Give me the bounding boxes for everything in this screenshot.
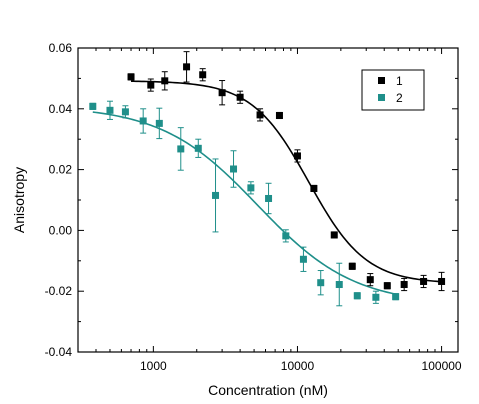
legend-label-1: 1 (396, 74, 403, 88)
fit-curve-series-1 (131, 80, 442, 283)
data-point-series-2 (282, 232, 290, 240)
data-point-series-2 (212, 191, 220, 199)
legend-box (361, 69, 425, 111)
data-point-series-2 (89, 102, 97, 110)
data-point-series-2 (335, 281, 343, 289)
data-point-series-1 (147, 81, 155, 89)
data-point-series-2 (317, 279, 325, 287)
y-tick-label: 0.00 (49, 223, 73, 237)
y-axis-label: Anisotropy (11, 167, 27, 233)
data-point-series-1 (366, 276, 374, 284)
y-tick-label: 0.06 (49, 41, 73, 55)
data-point-series-2 (155, 119, 163, 127)
x-tick-label: 10000 (281, 359, 315, 373)
y-tick-label: -0.02 (45, 284, 73, 298)
data-point-series-1 (199, 71, 207, 79)
data-point-series-2 (194, 144, 202, 152)
data-point-series-1 (293, 152, 301, 160)
legend-marker-2 (378, 94, 385, 101)
x-tick-label: 100000 (422, 359, 462, 373)
x-tick-label: 1000 (140, 359, 167, 373)
data-point-series-1 (127, 73, 135, 81)
fit-curves (92, 80, 442, 295)
data-point-series-1 (183, 63, 191, 71)
data-point-series-2 (230, 165, 238, 173)
data-point-series-2 (372, 293, 380, 301)
data-point-series-2 (392, 293, 400, 301)
x-axis-label: Concentration (nM) (208, 382, 328, 398)
data-points (89, 63, 446, 301)
data-point-series-1 (330, 231, 338, 239)
y-tick-label: -0.04 (45, 345, 73, 359)
data-point-series-2 (299, 255, 307, 263)
y-tick-label: 0.04 (49, 102, 73, 116)
data-point-series-1 (161, 77, 169, 85)
data-point-series-1 (348, 262, 356, 270)
data-point-series-1 (438, 277, 446, 285)
data-point-series-2 (177, 145, 185, 153)
data-point-series-1 (275, 111, 283, 119)
data-point-series-1 (420, 277, 428, 285)
data-point-series-1 (310, 184, 318, 192)
data-point-series-2 (353, 292, 361, 300)
legend-marker-1 (378, 77, 385, 84)
legend-label-2: 2 (396, 91, 403, 105)
data-point-series-2 (265, 194, 273, 202)
data-point-series-1 (218, 89, 226, 97)
legend: 1 2 (361, 69, 425, 111)
data-point-series-1 (400, 281, 408, 289)
data-point-series-2 (139, 117, 147, 125)
data-point-series-1 (256, 111, 264, 119)
data-point-series-1 (383, 282, 391, 290)
data-point-series-1 (236, 93, 244, 101)
y-tick-label: 0.02 (49, 163, 73, 177)
data-point-series-2 (106, 106, 114, 114)
y-axis-ticks: -0.04 -0.02 0.00 0.02 0.04 0.06 (45, 41, 458, 359)
data-point-series-2 (121, 108, 129, 116)
data-point-series-2 (247, 184, 255, 192)
